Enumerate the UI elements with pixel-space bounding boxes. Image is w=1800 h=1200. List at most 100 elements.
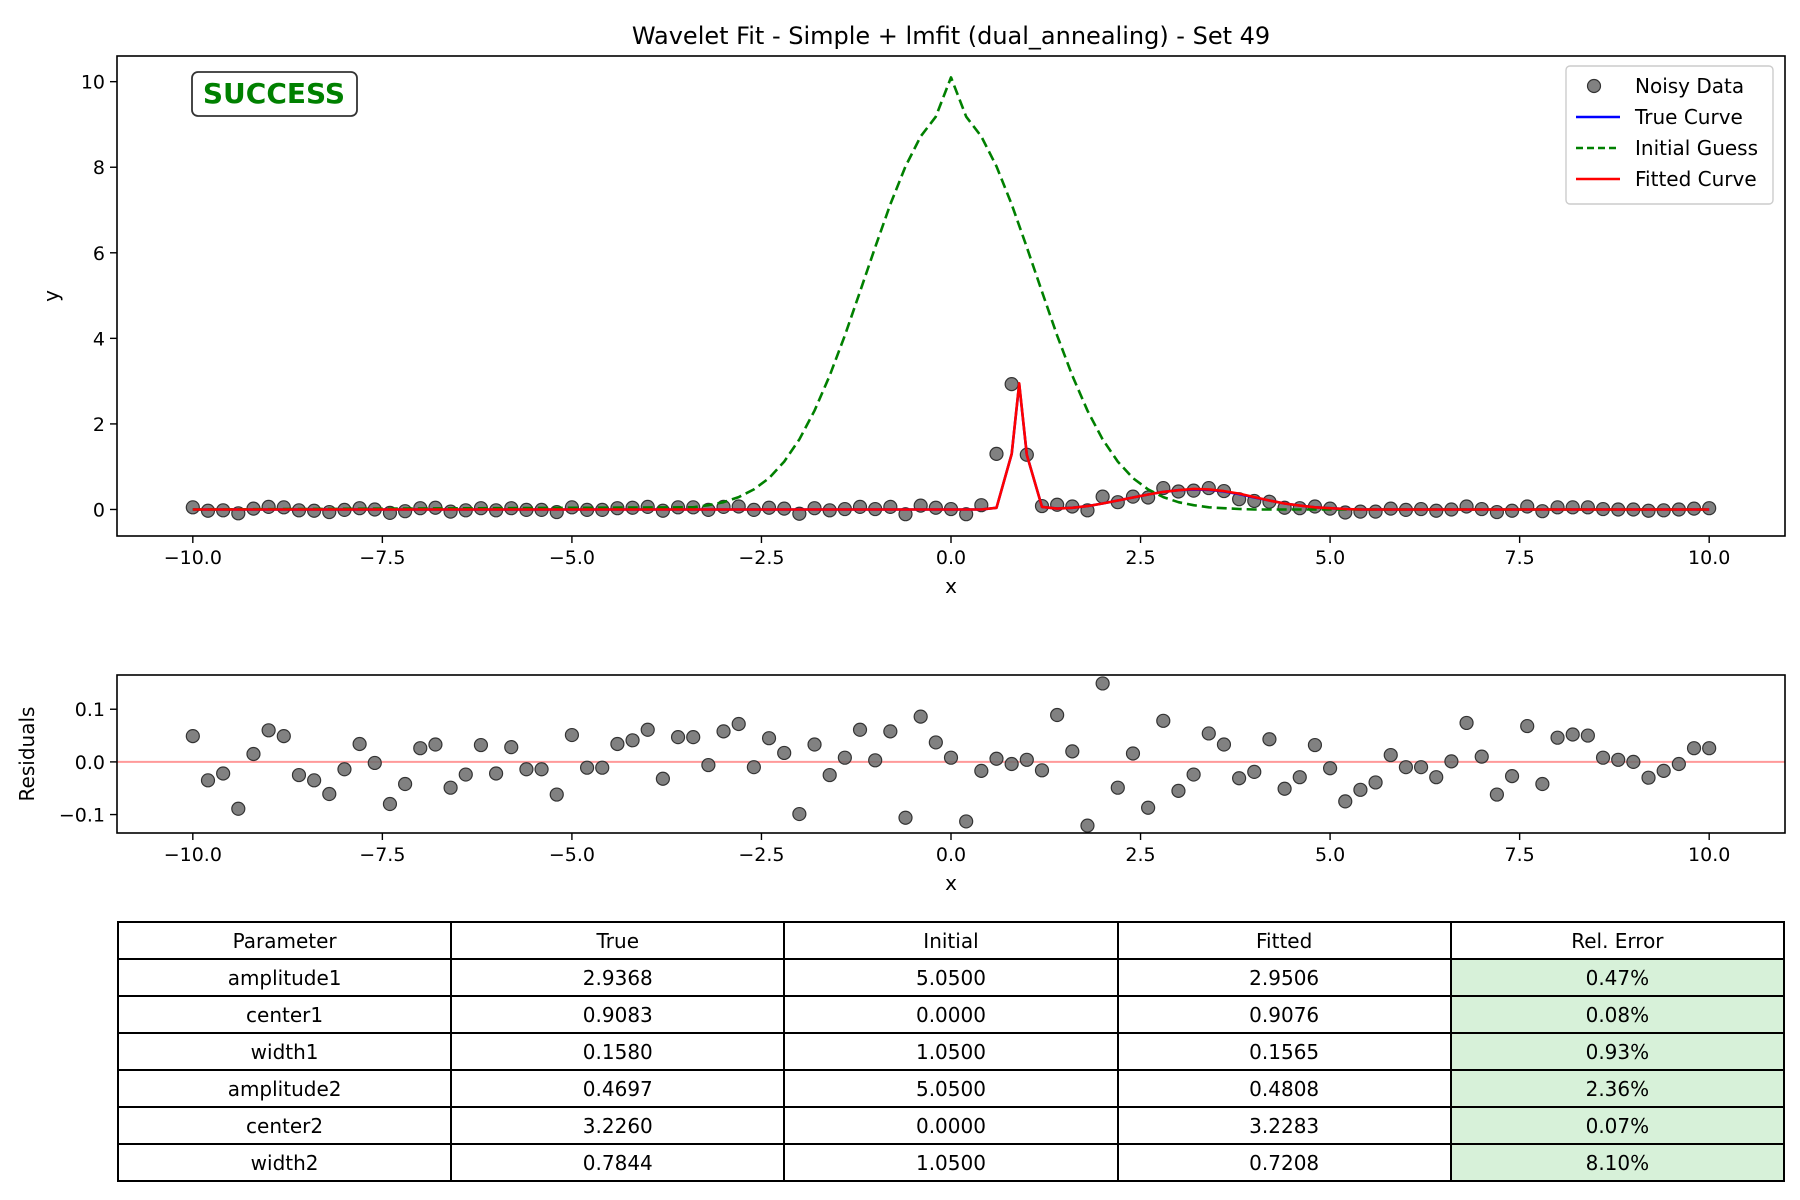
data-point [1186, 767, 1201, 782]
axes-frame [116, 55, 1786, 537]
data-point [185, 500, 200, 515]
data-point [1050, 707, 1065, 723]
table-cell: 0.7208 [1116, 1143, 1452, 1182]
data-point [1141, 800, 1156, 815]
scatter-series [185, 377, 1717, 522]
table-cell: amplitude1 [116, 958, 453, 997]
data-point [1565, 727, 1580, 742]
table-cell: 1.0500 [783, 1143, 1119, 1182]
data-point [1595, 750, 1611, 765]
data-point [398, 504, 413, 519]
data-point [913, 709, 928, 724]
table-cell: 2.9506 [1116, 958, 1452, 997]
data-point [959, 814, 974, 829]
y-tick-label: 8 [93, 157, 105, 179]
data-point [1216, 737, 1232, 752]
chart-title: Wavelet Fit - Simple + lmfit (dual_annea… [632, 22, 1270, 50]
data-point [1641, 770, 1656, 785]
data-point [1565, 500, 1580, 515]
table-row: width1 0.1580 1.0500 0.1565 0.93% [116, 1032, 1786, 1071]
data-point [1535, 504, 1550, 519]
rel-error-cell: 0.07% [1449, 1106, 1786, 1145]
x-tick-label: −10.0 [164, 547, 222, 569]
table-cell: 1.0500 [783, 1032, 1119, 1071]
legend-box [1565, 65, 1774, 205]
data-point [686, 730, 701, 745]
data-point [837, 750, 852, 765]
data-point [1474, 749, 1489, 764]
data-point [322, 504, 337, 520]
data-point [807, 737, 822, 752]
data-point [868, 753, 883, 768]
data-point [1201, 726, 1216, 741]
x-tick-label: 10.0 [1688, 547, 1730, 569]
data-point [1353, 782, 1368, 797]
data-point [276, 728, 291, 744]
data-point [959, 507, 974, 522]
table-cell: 0.9076 [1116, 995, 1452, 1034]
data-point [216, 766, 231, 781]
data-point [337, 762, 352, 777]
data-point [322, 786, 337, 802]
data-point [822, 767, 837, 783]
legend-marker [1586, 78, 1602, 94]
data-point [519, 762, 534, 777]
data-point [943, 750, 959, 765]
data-point [1535, 776, 1550, 792]
table-cell: 0.0000 [783, 1106, 1119, 1145]
data-point [1095, 676, 1110, 691]
data-point [307, 773, 322, 788]
table-row: center1 0.9083 0.0000 0.9076 0.08% [116, 995, 1786, 1034]
table-header-cell: Fitted [1116, 921, 1452, 960]
data-point [928, 735, 943, 750]
data-point [1413, 760, 1429, 775]
data-point [1626, 754, 1641, 770]
table-header-cell: Initial [783, 921, 1119, 960]
table-row: amplitude2 0.4697 5.0500 0.4808 2.36% [116, 1069, 1786, 1108]
data-point [670, 730, 686, 745]
data-point [428, 737, 443, 752]
data-point [655, 771, 670, 786]
data-point [1322, 761, 1338, 776]
table-row: center2 3.2260 0.0000 3.2283 0.07% [116, 1106, 1786, 1145]
data-point [1247, 764, 1262, 780]
data-point [1080, 818, 1095, 833]
data-point [1504, 769, 1520, 784]
data-point [731, 716, 746, 732]
x-tick-label: 7.5 [1505, 844, 1535, 866]
table-cell: amplitude2 [116, 1069, 453, 1108]
data-point [989, 751, 1004, 766]
scatter-series [185, 676, 1717, 833]
x-tick-label: −2.5 [738, 547, 784, 569]
data-point [1171, 783, 1186, 798]
data-point [1429, 770, 1444, 785]
rel-error-cell: 0.47% [1449, 958, 1786, 997]
legend-label: Fitted Curve [1635, 167, 1757, 191]
data-point [883, 724, 898, 739]
data-point [610, 736, 625, 752]
table-cell: width2 [116, 1143, 453, 1182]
table-header-cell: Rel. Error [1449, 921, 1786, 960]
y-axis-label: Residuals [15, 707, 39, 802]
data-point [534, 762, 549, 777]
data-point [777, 745, 792, 761]
data-point [1368, 504, 1383, 519]
data-point [1611, 752, 1626, 767]
x-tick-label: −5.0 [549, 547, 595, 569]
data-point [1338, 794, 1353, 809]
data-point [1232, 771, 1247, 786]
data-point [1065, 744, 1080, 759]
data-point [974, 763, 989, 778]
data-point [1550, 730, 1565, 745]
table-row: amplitude1 2.9368 5.0500 2.9506 0.47% [116, 958, 1786, 997]
data-point [928, 500, 943, 515]
x-tick-label: −2.5 [738, 844, 784, 866]
data-point [852, 499, 868, 515]
data-point [1353, 504, 1368, 519]
table-cell: 3.2283 [1116, 1106, 1452, 1145]
data-point [716, 724, 731, 739]
data-point [443, 780, 458, 795]
data-point [761, 500, 777, 515]
table-cell: 5.0500 [783, 958, 1119, 997]
series-line-initial-guess [192, 76, 1710, 511]
